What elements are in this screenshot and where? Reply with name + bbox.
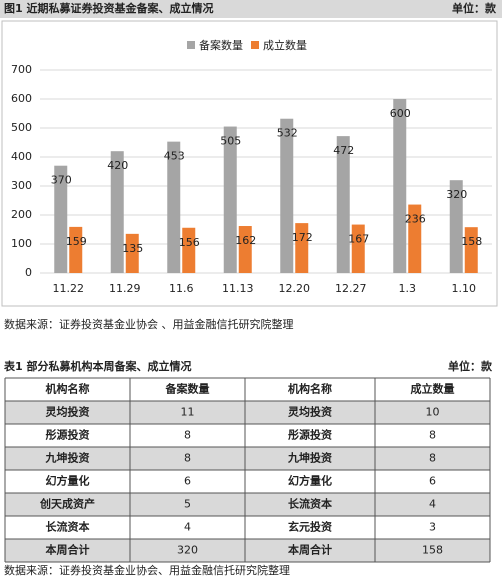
table-cell: 本周合计	[46, 543, 90, 557]
bar	[393, 99, 407, 273]
bar	[280, 118, 294, 273]
x-tick-label: 12.27	[335, 282, 367, 295]
bar	[167, 141, 181, 273]
table-cell: 九坤投资	[287, 451, 332, 465]
table-cell: 5	[184, 498, 191, 511]
data-label: 167	[348, 233, 369, 246]
table-cell: 灵均投资	[46, 405, 90, 419]
bar	[464, 227, 478, 273]
table-cell: 3	[429, 521, 436, 534]
table-cell: 长流资本	[288, 497, 332, 511]
table-cell: 幻方量化	[46, 474, 90, 488]
x-tick-label: 11.29	[109, 282, 141, 295]
table-cell: 彤源投资	[46, 428, 90, 442]
table-cell: 4	[184, 521, 191, 534]
x-tick-label: 11.13	[222, 282, 254, 295]
table-cell: 320	[177, 544, 198, 557]
table-cell: 九坤投资	[45, 451, 90, 465]
table-cell: 158	[422, 544, 443, 557]
bar	[125, 233, 139, 273]
table-cell: 8	[184, 452, 191, 465]
table-cell: 长流资本	[46, 520, 90, 534]
table-cell: 8	[429, 452, 436, 465]
data-label: 320	[446, 188, 467, 201]
bar	[54, 165, 68, 273]
table-header-cell: 机构名称	[46, 382, 90, 396]
data-label: 453	[164, 150, 185, 163]
table-cell: 8	[429, 429, 436, 442]
bar	[449, 180, 463, 273]
x-tick-label: 12.20	[279, 282, 311, 295]
data-label: 532	[277, 127, 298, 140]
table-cell: 11	[181, 406, 195, 419]
y-tick-label: 0	[25, 266, 32, 279]
data-label: 158	[461, 235, 482, 248]
table-header-cell: 成立数量	[411, 382, 455, 396]
table-cell: 8	[184, 429, 191, 442]
figure-title: 图1 近期私募证券投资基金备案、成立情况	[4, 1, 213, 15]
table-unit: 单位：款	[448, 359, 493, 373]
bar	[110, 151, 124, 273]
table-cell: 彤源投资	[288, 428, 332, 442]
table-header-cell: 机构名称	[288, 382, 332, 396]
table-cell: 灵均投资	[288, 405, 332, 419]
chart-border	[1, 20, 498, 307]
table-cell: 4	[429, 498, 436, 511]
data-label: 370	[51, 174, 72, 187]
table-cell: 10	[426, 406, 440, 419]
data-label: 505	[220, 135, 241, 148]
data-label: 420	[107, 159, 128, 172]
data-label: 135	[122, 242, 143, 255]
y-tick-label: 100	[11, 237, 32, 250]
table-source: 数据来源：证券投资基金业协会、用益金融信托研究院整理	[4, 563, 290, 577]
bar	[69, 226, 83, 273]
data-label: 159	[66, 235, 87, 248]
y-tick-label: 400	[11, 150, 32, 163]
x-tick-label: 1.3	[399, 282, 417, 295]
bar	[238, 226, 252, 273]
y-tick-label: 200	[11, 208, 32, 221]
table-cell: 6	[184, 475, 191, 488]
x-tick-label: 11.22	[53, 282, 85, 295]
table-cell: 幻方量化	[288, 474, 332, 488]
x-tick-label: 11.6	[169, 282, 194, 295]
table-cell: 玄元投资	[288, 520, 332, 534]
data-label: 162	[235, 234, 256, 247]
row-background	[5, 493, 490, 516]
bar	[182, 227, 196, 273]
row-background	[5, 401, 490, 424]
legend-label: 备案数量	[199, 38, 243, 52]
figure-unit: 单位：款	[452, 1, 497, 15]
y-tick-label: 600	[11, 92, 32, 105]
figure-source: 数据来源：证券投资基金业协会 、用益金融信托研究院整理	[4, 317, 294, 331]
row-background	[5, 447, 490, 470]
table-cell: 6	[429, 475, 436, 488]
row-background	[5, 539, 490, 562]
figure-header	[0, 0, 502, 18]
data-label: 472	[333, 144, 354, 157]
y-tick-label: 500	[11, 121, 32, 134]
y-tick-label: 700	[11, 63, 32, 76]
data-label: 156	[179, 236, 200, 249]
bar	[336, 136, 350, 273]
legend-swatch	[251, 41, 259, 49]
table-title: 表1 部分私募机构本周备案、成立情况	[3, 359, 191, 373]
data-label: 236	[405, 213, 426, 226]
y-tick-label: 300	[11, 179, 32, 192]
legend-swatch	[187, 41, 195, 49]
table-cell: 本周合计	[288, 543, 332, 557]
data-label: 600	[390, 107, 411, 120]
bar	[295, 223, 309, 273]
table-header-cell: 备案数量	[165, 382, 210, 396]
bar	[223, 126, 237, 273]
bar	[408, 204, 422, 273]
data-label: 172	[292, 231, 313, 244]
bar	[351, 224, 365, 273]
legend-label: 成立数量	[263, 38, 307, 52]
x-tick-label: 1.10	[452, 282, 477, 295]
table-cell: 创天成资产	[39, 497, 95, 511]
